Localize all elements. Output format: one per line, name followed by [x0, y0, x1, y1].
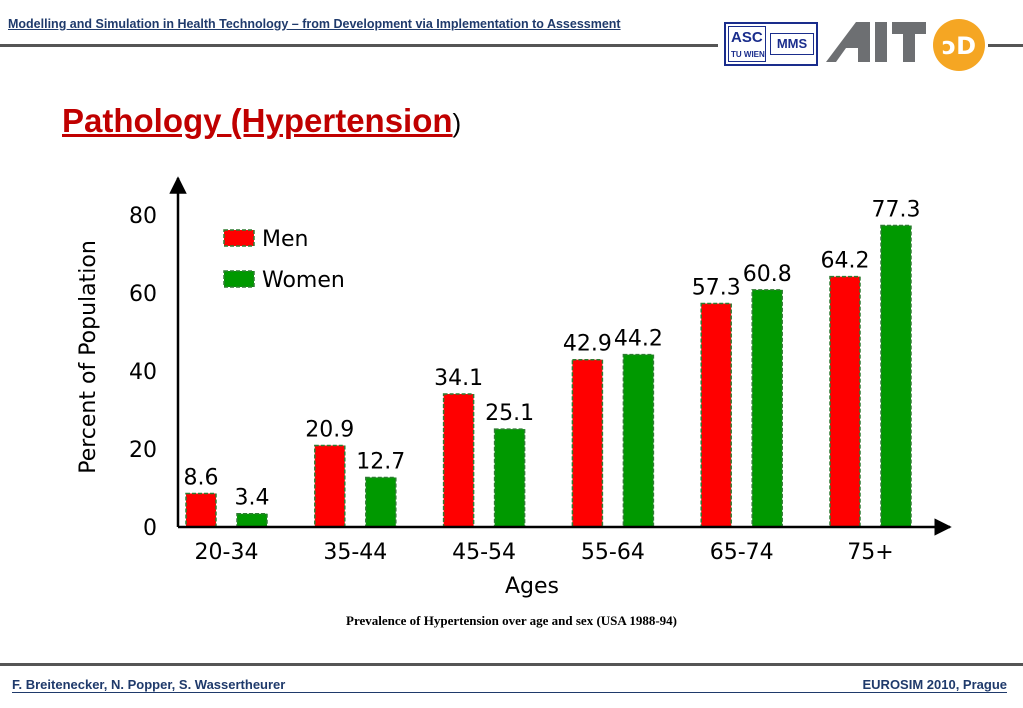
header-title: Modelling and Simulation in Health Techn…: [8, 17, 621, 31]
data-label-women-45-54: 25.1: [485, 401, 534, 426]
slide-title: Pathology (Hypertension): [62, 102, 461, 140]
x-tick-label-20-34: 20-34: [195, 540, 259, 565]
y-tick-label-0: 0: [143, 516, 157, 541]
data-label-men-55-64: 42.9: [563, 332, 612, 357]
footer-underline: [12, 692, 1007, 693]
y-tick-label-40: 40: [129, 360, 157, 385]
footer-authors: F. Breitenecker, N. Popper, S. Wasserthe…: [12, 677, 286, 692]
slide-title-paren: ): [452, 108, 462, 138]
bars-group: [185, 224, 912, 528]
ait-logo-symbol: ↄD: [942, 32, 976, 60]
x-ticks-group: 20-34 35-44 45-54 55-64 65-74 75+: [195, 540, 894, 565]
chart-caption: Prevalence of Hypertension over age and …: [346, 613, 677, 628]
data-label-men-35-44: 20.9: [305, 417, 354, 442]
bar-women-45-54: [493, 428, 526, 528]
x-tick-label-65-74: 65-74: [710, 540, 774, 565]
ait-logo-i: [875, 22, 887, 62]
data-label-men-75+: 64.2: [821, 249, 870, 274]
data-label-women-65-74: 60.8: [743, 262, 792, 287]
bar-men-65-74: [700, 302, 732, 528]
data-label-men-20-34: 8.6: [184, 465, 219, 490]
legend-swatch-women: [223, 270, 255, 288]
data-label-men-45-54: 34.1: [434, 366, 483, 391]
ait-logo-a: [826, 22, 870, 62]
legend-label-women: Women: [262, 268, 345, 293]
bar-women-35-44: [365, 476, 397, 528]
data-label-women-20-34: 3.4: [235, 486, 270, 511]
bar-men-55-64: [571, 358, 604, 528]
header-rule-right: [988, 44, 1023, 47]
y-ticks-group: 0 20 40 60 80: [129, 204, 157, 541]
bar-women-75+: [880, 224, 912, 528]
x-tick-label-35-44: 35-44: [323, 540, 387, 565]
y-tick-label-80: 80: [129, 204, 157, 229]
ait-logo: ↄD: [826, 19, 985, 71]
bar-women-65-74: [751, 289, 783, 528]
data-label-men-65-74: 57.3: [692, 276, 741, 301]
bar-men-20-34: [185, 492, 217, 528]
bar-men-35-44: [314, 444, 346, 528]
axes-group: [169, 176, 952, 536]
bar-men-45-54: [442, 393, 475, 528]
legend-label-men: Men: [262, 227, 308, 252]
mms-logo-text: MMS: [770, 33, 814, 55]
y-tick-label-60: 60: [129, 282, 157, 307]
data-label-women-55-64: 44.2: [614, 327, 663, 352]
ait-logo-t: [892, 22, 926, 62]
y-axis-label: Percent of Population: [76, 240, 101, 474]
asc-logo-subtext: TU WIEN: [731, 50, 765, 59]
bar-women-55-64: [622, 353, 655, 528]
bar-men-75+: [829, 275, 861, 528]
slide-title-main: Pathology (Hypertension: [62, 102, 453, 139]
ait-logo-circle-icon: [933, 19, 985, 71]
bar-women-20-34: [236, 512, 268, 528]
header-rule: [0, 44, 718, 47]
footer-rule: [0, 663, 1023, 666]
x-tick-label-45-54: 45-54: [452, 540, 516, 565]
y-tick-label-20: 20: [129, 438, 157, 463]
asc-logo-text: ASC: [731, 29, 763, 46]
data-labels-group: 8.6 3.4 20.912.7 34.125.1 42.9 44.2 57.360.8 64…: [184, 198, 921, 511]
footer-event: EUROSIM 2010, Prague: [862, 677, 1008, 692]
asc-box: ASC TU WIEN: [728, 26, 766, 62]
asc-logo: ASC TU WIEN MMS: [724, 22, 818, 66]
legend-swatch-men: [223, 229, 255, 247]
x-axis-label: Ages: [505, 574, 559, 599]
hypertension-chart: 0 20 40 60 80 20-34 35-44 45-54 55-64 65-74 75+ 8…: [76, 176, 952, 599]
x-tick-label-75+: 75+: [847, 540, 893, 565]
legend: Men Women: [223, 227, 345, 293]
x-tick-label-55-64: 55-64: [581, 540, 645, 565]
data-label-women-35-44: 12.7: [356, 449, 405, 474]
data-label-women-75+: 77.3: [872, 198, 921, 223]
